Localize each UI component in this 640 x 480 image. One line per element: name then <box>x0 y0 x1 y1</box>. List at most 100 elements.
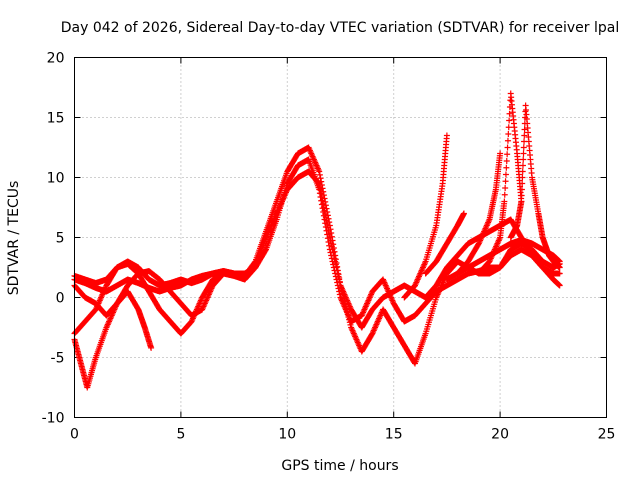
data-point <box>317 187 324 194</box>
data-point <box>334 270 341 277</box>
x-tick-label: 25 <box>598 427 616 443</box>
x-tick-label: 20 <box>491 427 509 443</box>
data-point <box>521 126 528 133</box>
data-point <box>332 261 339 268</box>
y-tick-label: 5 <box>56 231 65 247</box>
data-point <box>316 183 323 190</box>
data-point <box>460 210 467 217</box>
data-point <box>556 282 563 289</box>
data-point <box>347 321 354 328</box>
data-point <box>518 198 525 205</box>
data-point <box>501 191 508 198</box>
y-tick-label: 20 <box>47 51 65 67</box>
data-point <box>320 200 327 207</box>
chart-title: Day 042 of 2026, Sidereal Day-to-day VTE… <box>61 20 619 36</box>
data-point <box>323 217 330 224</box>
data-points <box>71 90 563 391</box>
data-point <box>368 331 375 338</box>
data-point <box>318 194 325 200</box>
data-point <box>325 227 332 234</box>
data-point <box>329 246 336 253</box>
data-point <box>506 110 513 117</box>
data-point <box>315 179 322 186</box>
data-point <box>346 316 353 323</box>
data-point <box>333 264 340 271</box>
data-point <box>330 252 337 259</box>
data-point <box>504 137 511 144</box>
series-track-5 <box>71 268 248 295</box>
data-point <box>505 131 512 137</box>
data-point <box>518 192 525 199</box>
data-point <box>330 249 337 256</box>
data-point <box>328 243 335 250</box>
data-point <box>316 168 323 175</box>
series-track-11 <box>443 236 563 283</box>
data-point <box>519 168 526 175</box>
y-tick-label: 15 <box>47 111 65 127</box>
data-point <box>504 151 511 158</box>
data-point <box>519 180 526 187</box>
data-point <box>316 180 323 187</box>
grid <box>74 57 607 418</box>
data-point <box>507 97 514 104</box>
data-point <box>502 185 509 191</box>
y-tick-label: 10 <box>47 171 65 187</box>
y-tick-label: 0 <box>56 291 65 307</box>
y-tick-label: -10 <box>42 411 65 427</box>
x-tick-label: 0 <box>70 427 79 443</box>
data-point <box>241 272 248 279</box>
data-point <box>345 314 352 320</box>
data-point <box>316 186 323 193</box>
data-point <box>506 117 513 124</box>
data-point <box>443 132 450 139</box>
data-point <box>520 144 527 151</box>
data-point <box>336 279 343 286</box>
data-point <box>326 234 333 241</box>
data-point <box>148 344 155 351</box>
data-point <box>328 240 335 247</box>
data-point <box>475 241 482 248</box>
data-point <box>503 158 510 164</box>
series-track-9 <box>475 90 525 277</box>
data-point <box>504 144 511 151</box>
data-point <box>326 231 333 238</box>
data-point <box>346 319 353 326</box>
data-point <box>324 221 331 227</box>
x-tick-label: 10 <box>278 427 296 443</box>
data-point <box>556 270 563 277</box>
data-point <box>319 197 326 204</box>
data-point <box>316 171 323 178</box>
x-tick-label: 15 <box>385 427 403 443</box>
y-tick-label: -5 <box>51 351 65 367</box>
data-point <box>503 164 510 171</box>
data-point <box>322 214 329 221</box>
data-point <box>519 162 526 169</box>
data-point <box>505 124 512 131</box>
data-point <box>556 264 563 271</box>
data-point <box>344 311 351 318</box>
data-point <box>501 198 508 205</box>
data-point <box>497 150 504 157</box>
data-point <box>251 265 258 272</box>
data-point <box>344 308 351 315</box>
data-point <box>331 255 338 262</box>
series-track-4 <box>71 282 155 351</box>
data-point <box>334 267 341 274</box>
data-point <box>520 150 527 157</box>
data-point <box>518 186 525 193</box>
data-point <box>335 273 342 280</box>
data-point <box>556 258 563 265</box>
data-point <box>327 237 334 244</box>
series-track-7 <box>422 210 467 277</box>
data-point <box>521 132 528 139</box>
data-point <box>320 204 327 211</box>
y-axis-label: SDTVAR / TECUs <box>6 181 22 296</box>
plot-frame <box>74 57 607 418</box>
data-point <box>520 156 527 163</box>
data-point <box>519 174 526 181</box>
data-point <box>332 258 339 265</box>
x-axis-label: GPS time / hours <box>281 458 398 474</box>
x-tick-label: 5 <box>176 427 185 443</box>
data-point <box>318 190 325 197</box>
